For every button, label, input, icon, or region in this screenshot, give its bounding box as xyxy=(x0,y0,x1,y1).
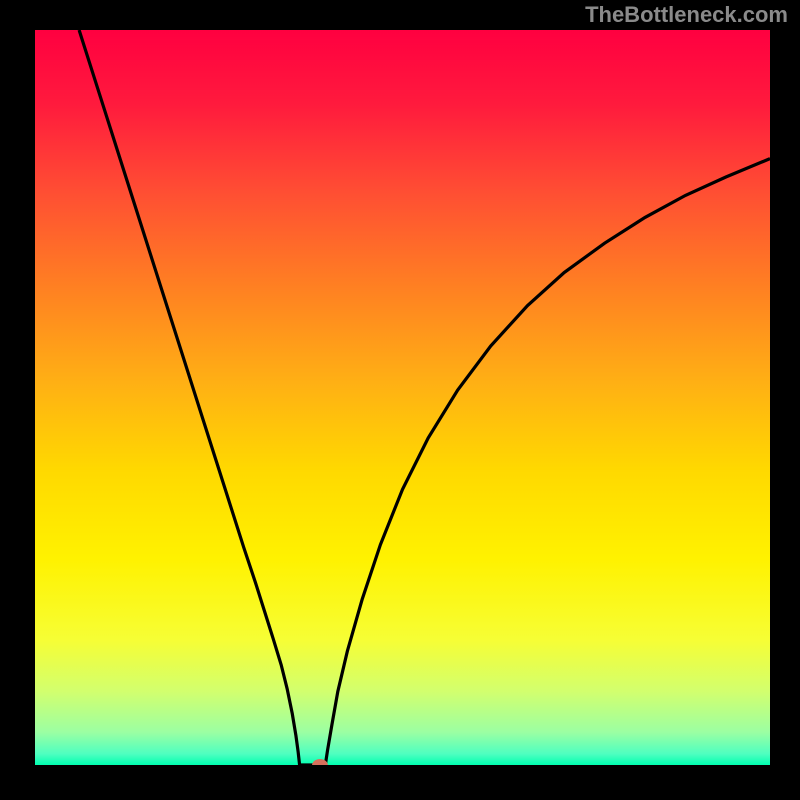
watermark-text: TheBottleneck.com xyxy=(585,2,788,28)
plot-area xyxy=(35,30,770,765)
chart-container: TheBottleneck.com xyxy=(0,0,800,800)
curve-layer xyxy=(35,30,770,765)
bottleneck-curve xyxy=(79,30,770,765)
